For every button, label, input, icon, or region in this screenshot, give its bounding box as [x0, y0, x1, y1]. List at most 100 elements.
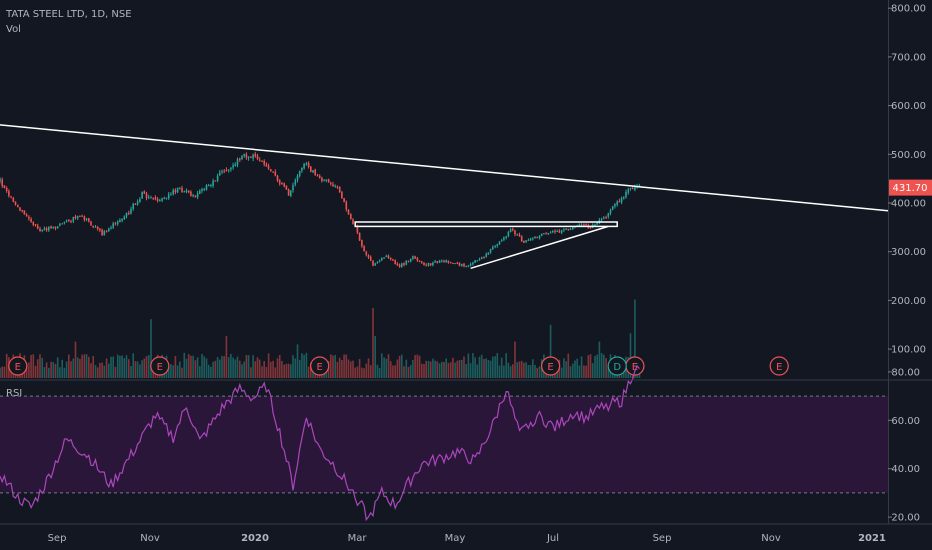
candle-body — [70, 221, 72, 223]
volume-bar — [401, 354, 403, 378]
candle-body — [256, 155, 259, 159]
candle-body — [170, 194, 172, 196]
time-axis[interactable]: Sep Nov 2020 Mar May Jul Sep Nov 2021 — [48, 533, 886, 544]
volume-bar — [234, 359, 237, 378]
candle-body — [121, 218, 123, 221]
candle-body — [32, 221, 35, 225]
candle-body — [563, 229, 565, 231]
volume-bar — [116, 354, 119, 378]
candle-body — [219, 172, 221, 175]
rsi-legend[interactable]: RSI — [6, 388, 23, 399]
event-markers[interactable]: E E E E E ED — [8, 356, 789, 376]
candle-body — [147, 197, 150, 199]
volume-bar — [476, 364, 479, 378]
time-axis-label: Nov — [761, 533, 781, 544]
volume-bar — [425, 360, 427, 378]
earnings-marker[interactable] — [310, 356, 330, 376]
volume-bar — [227, 357, 230, 378]
candle-body — [605, 217, 607, 219]
drawings-layer[interactable] — [0, 124, 889, 270]
volume-bar — [203, 356, 205, 378]
volume-bar — [350, 361, 352, 378]
volume-bar — [245, 355, 248, 378]
candle-body — [554, 231, 556, 233]
earnings-marker[interactable] — [769, 356, 789, 376]
candle-body — [358, 232, 361, 241]
candle-body — [261, 160, 263, 162]
candle-body — [609, 209, 612, 214]
volume-bar — [354, 367, 356, 378]
candle-body — [472, 262, 474, 265]
volume-bar — [150, 319, 152, 378]
dividend-marker[interactable] — [607, 356, 627, 376]
volume-bar — [378, 368, 381, 378]
volume-bar — [361, 367, 363, 378]
candle-body — [143, 191, 146, 194]
resistance-box[interactable] — [354, 221, 618, 228]
price-tick-label: 600.00 — [891, 101, 926, 112]
earnings-marker[interactable] — [8, 356, 28, 376]
volume-bar — [254, 361, 257, 378]
volume-bar — [567, 353, 570, 378]
candle-body — [432, 262, 434, 266]
candle-body — [347, 209, 350, 215]
candle-body — [12, 198, 15, 202]
volume-bar — [263, 361, 265, 378]
candle-body — [336, 186, 339, 188]
candle-body — [372, 260, 374, 266]
volume-bar — [454, 362, 456, 378]
candle-body — [505, 236, 507, 238]
volume-bar — [196, 357, 199, 378]
candle-body — [85, 218, 88, 220]
volume-bar — [105, 358, 108, 378]
candle-body — [216, 175, 219, 181]
volume-bar — [478, 356, 481, 378]
ascending-trendline[interactable] — [470, 225, 609, 270]
candle-body — [416, 258, 419, 261]
volume-bar — [487, 360, 490, 378]
price-axis[interactable]: 100.00 200.00 300.00 400.00 500.00 600.00 700.… — [888, 4, 926, 356]
volume-bar — [258, 359, 261, 378]
candle-body — [83, 216, 86, 220]
volume-bar — [292, 355, 294, 378]
candle-body — [290, 190, 292, 196]
symbol-title[interactable]: TATA STEEL LTD, 1D, NSE — [6, 9, 132, 20]
volume-bar — [70, 361, 72, 378]
volume-bar — [389, 361, 392, 378]
candle-body — [634, 187, 636, 190]
volume-bar — [5, 353, 8, 378]
volume-bar — [480, 354, 483, 378]
candle-body — [298, 170, 301, 176]
volume-bar — [114, 366, 117, 378]
candle-body — [540, 233, 543, 236]
earnings-marker[interactable] — [540, 356, 561, 376]
candle-body — [25, 214, 28, 217]
volume-bar — [600, 353, 603, 378]
candle-body — [327, 179, 330, 183]
volume-bar — [225, 336, 228, 378]
candle-body — [267, 166, 270, 169]
candle-body — [478, 259, 481, 261]
candle-body — [192, 195, 194, 197]
candle-body — [36, 225, 39, 229]
volume-bar — [456, 360, 459, 378]
volume-bar — [41, 357, 43, 378]
descending-trendline[interactable] — [0, 124, 889, 212]
candle-body — [112, 223, 114, 228]
earnings-marker[interactable] — [150, 356, 170, 376]
volume-bar — [492, 356, 494, 378]
candle-body — [194, 195, 197, 198]
volume-bar — [192, 355, 194, 378]
volume-bar — [394, 365, 396, 378]
volume-legend[interactable]: Vol — [6, 24, 21, 35]
candle-body — [305, 163, 308, 165]
volume-bar — [256, 357, 259, 378]
volume-bar — [512, 364, 514, 378]
candle-body — [585, 224, 587, 226]
rsi-axis[interactable]: 20.00 40.00 60.00 80.00 — [888, 367, 920, 524]
volume-bar — [458, 360, 461, 378]
volume-bar — [429, 361, 432, 378]
volume-bar — [25, 363, 28, 378]
candle-body — [90, 221, 92, 226]
